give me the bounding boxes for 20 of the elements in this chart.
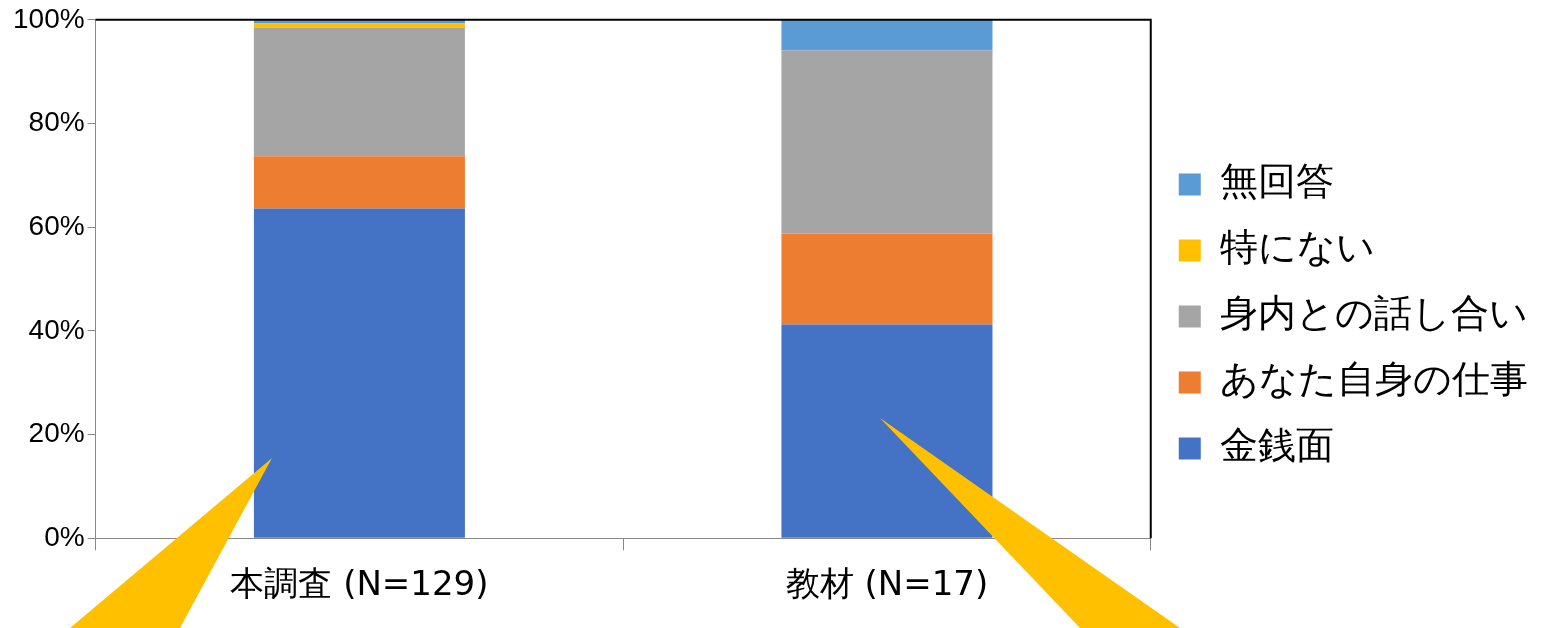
x-tick-label: 教材 (N=17) bbox=[785, 563, 989, 604]
legend-label: 無回答 bbox=[1219, 159, 1334, 204]
legend-label: 特にない bbox=[1219, 225, 1375, 270]
bar bbox=[781, 233, 993, 325]
bar bbox=[253, 208, 465, 538]
legend-label: あなた自身の仕事 bbox=[1219, 357, 1528, 402]
bar bbox=[781, 19, 993, 51]
y-tick-label: 20% bbox=[28, 417, 85, 449]
y-tick-label: 40% bbox=[28, 313, 85, 345]
y-tick-label: 80% bbox=[28, 106, 85, 138]
legend-label: 身内との話し合い bbox=[1219, 291, 1528, 336]
x-tick-label: 本調査 (N=129) bbox=[230, 563, 489, 604]
bar bbox=[781, 50, 993, 234]
bar bbox=[253, 156, 465, 209]
y-tick-label: 0% bbox=[44, 520, 85, 552]
y-tick-label: 60% bbox=[28, 209, 85, 241]
bar bbox=[253, 23, 465, 28]
bar bbox=[253, 27, 465, 157]
y-tick-label: 100% bbox=[12, 2, 85, 34]
legend-label: 金銭面 bbox=[1219, 423, 1334, 468]
